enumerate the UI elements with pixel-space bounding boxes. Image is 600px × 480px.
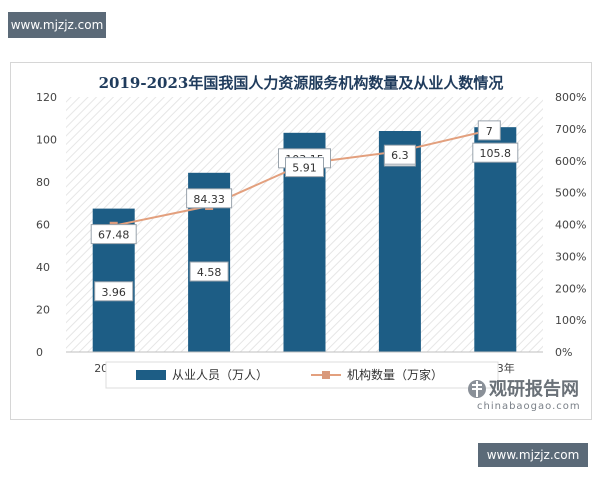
legend-box [105,361,499,389]
bar-value-label-5: 105.8 [472,142,519,163]
legend-line-label: 机构数量（万家） [347,367,443,382]
y-right-tick-label: 600% [555,155,586,168]
y-right-tick-label: 100% [555,314,586,327]
legend-item-bar: 从业人员（万人） [136,368,268,382]
y-left-tick-label: 100 [36,134,57,147]
line-value-label-5-text: 7 [486,125,493,138]
line-value-label-1-text: 3.96 [101,286,126,299]
y-left-tick-label: 80 [36,176,50,189]
chart-panel: 2019-2023年国我国人力资源服务机构数量及从业人数情况 67.48 84.3… [10,62,592,420]
brand-logo: 观研报告网 chinabaogao.com [468,378,581,412]
y-right-tick-label: 700% [555,123,586,136]
y-right-tick-label: 300% [555,250,586,263]
bar-value-label-5-box [472,142,519,163]
legend-bar-swatch [136,370,166,380]
legend-line-marker [322,371,330,379]
y-left-tick-label: 20 [36,304,50,317]
y-left-tick-label: 60 [36,219,50,232]
bar-5 [474,127,517,352]
bar-value-label-1-box [90,224,137,245]
brand-name: 观研报告网 [489,378,579,400]
line-value-label-5-box [477,120,501,141]
line-value-label-4-text: 6.3 [391,149,409,162]
legend-bar-label: 从业人员（万人） [172,368,268,382]
line-value-label-4: 6.3 [383,144,416,165]
bar-value-label-1-text: 67.48 [98,229,130,242]
bar-value-label-2-box [186,188,233,209]
line-value-label-1: 3.96 [94,281,134,302]
bar-value-label-5-text: 105.8 [480,147,512,160]
line-value-label-4-box [383,144,416,165]
line-value-label-5: 7 [477,120,501,141]
y-right-tick-label: 500% [555,187,586,200]
bar-4 [378,131,421,352]
line-value-label-2: 4.58 [189,261,229,282]
bar-value-label-1: 67.48 [90,224,137,245]
y-left-tick-label: 120 [36,91,57,104]
watermark-bottom: www.mjzjz.com [478,443,588,467]
brand-domain: chinabaogao.com [477,401,581,412]
y-right-tick-label: 200% [555,282,586,295]
y-right-tick-label: 0% [555,346,572,359]
chart-svg: 2019-2023年国我国人力资源服务机构数量及从业人数情况 67.48 84.3… [36,74,586,412]
y-right-tick-label: 400% [555,219,586,232]
line-value-label-3-box [285,157,324,178]
bar-value-label-2-text: 84.33 [193,193,225,206]
legend-item-line: 机构数量（万家） [311,367,443,382]
watermark-top: www.mjzjz.com [8,12,106,38]
line-value-label-2-box [189,261,229,282]
line-value-label-2-text: 4.58 [197,266,222,279]
y-left-tick-label: 0 [36,346,43,359]
line-value-label-1-box [94,281,134,302]
y-left-tick-label: 40 [36,261,50,274]
line-value-label-3: 5.91 [285,157,324,178]
line-value-label-3-text: 5.91 [292,162,317,175]
chart-title: 2019-2023年国我国人力资源服务机构数量及从业人数情况 [99,74,504,92]
y-right-tick-label: 800% [555,91,586,104]
bar-value-label-2: 84.33 [186,188,233,209]
